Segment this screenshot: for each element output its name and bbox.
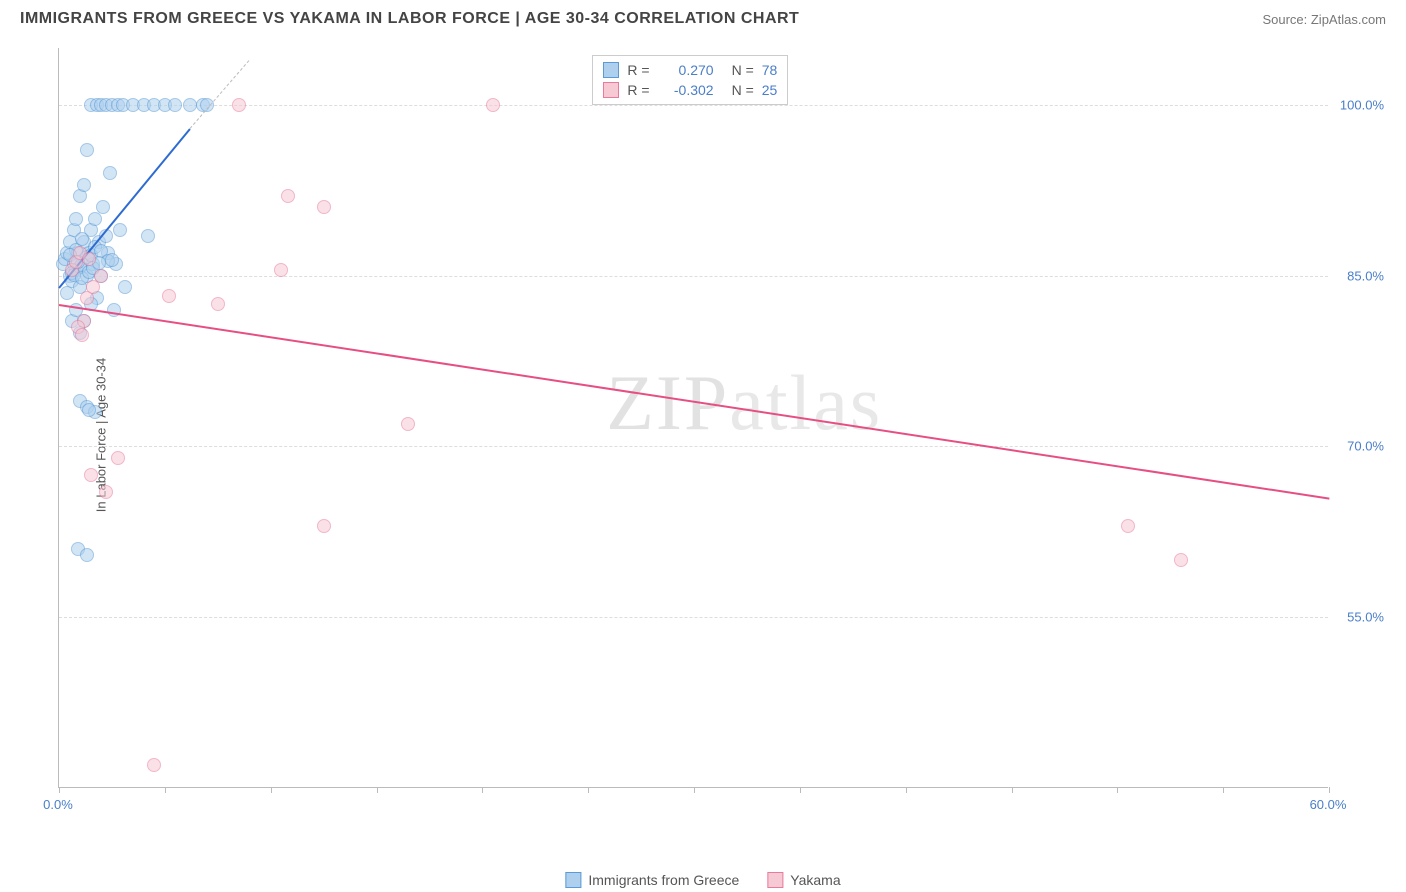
y-tick-label: 100.0% [1340,97,1384,112]
data-point [200,98,214,112]
data-point [75,232,89,246]
stat-n-value: 25 [762,82,778,98]
stats-legend: R = 0.270 N = 78 R = -0.302 N = 25 [592,55,788,105]
data-point [82,403,96,417]
bottom-legend: Immigrants from Greece Yakama [565,872,840,888]
data-point [141,229,155,243]
legend-swatch-icon [603,62,619,78]
data-point [99,485,113,499]
legend-item-greece: Immigrants from Greece [565,872,739,888]
data-point [80,548,94,562]
stats-legend-row: R = -0.302 N = 25 [603,80,777,100]
data-point [60,286,74,300]
x-tick [1117,787,1118,793]
y-tick-label: 85.0% [1347,268,1384,283]
stats-legend-row: R = 0.270 N = 78 [603,60,777,80]
data-point [274,263,288,277]
stat-r-value: -0.302 [658,82,714,98]
legend-label: Immigrants from Greece [588,872,739,888]
data-point [82,252,96,266]
data-point [75,328,89,342]
data-point [168,98,182,112]
x-tick [59,787,60,793]
trend-line [59,304,1329,500]
data-point [111,451,125,465]
data-point [96,200,110,214]
gridline [59,617,1328,618]
x-tick [1329,787,1330,793]
x-tick-label: 0.0% [43,797,73,812]
source-attribution: Source: ZipAtlas.com [1262,12,1386,27]
data-point [162,289,176,303]
stat-label: R = [627,82,649,98]
x-tick [271,787,272,793]
x-tick [906,787,907,793]
x-tick [800,787,801,793]
legend-item-yakama: Yakama [767,872,840,888]
data-point [105,253,119,267]
data-point [1121,519,1135,533]
data-point [118,280,132,294]
data-point [211,297,225,311]
chart-title: IMMIGRANTS FROM GREECE VS YAKAMA IN LABO… [20,10,799,28]
data-point [147,758,161,772]
x-tick [1223,787,1224,793]
data-point [232,98,246,112]
legend-label: Yakama [790,872,840,888]
x-tick [694,787,695,793]
stat-r-value: 0.270 [658,62,714,78]
watermark: ZIPatlas [606,358,882,448]
x-tick [588,787,589,793]
trend-line-extrapolation [190,60,250,129]
x-tick [1012,787,1013,793]
gridline [59,276,1328,277]
data-point [401,417,415,431]
stat-label: N = [732,82,754,98]
plot-area: ZIPatlas 55.0%70.0%85.0%100.0%R =0.270N … [58,48,1328,788]
data-point [80,143,94,157]
data-point [69,212,83,226]
y-tick-label: 70.0% [1347,439,1384,454]
data-point [113,223,127,237]
stat-label: R = [627,62,649,78]
legend-swatch-icon [767,872,783,888]
legend-swatch-icon [565,872,581,888]
x-tick-label: 60.0% [1310,797,1347,812]
data-point [486,98,500,112]
x-tick [377,787,378,793]
y-tick-label: 55.0% [1347,610,1384,625]
stat-label: N = [732,62,754,78]
legend-swatch-icon [603,82,619,98]
data-point [317,200,331,214]
x-tick [482,787,483,793]
data-point [1174,553,1188,567]
data-point [77,178,91,192]
data-point [317,519,331,533]
stat-n-value: 78 [762,62,778,78]
gridline [59,446,1328,447]
chart-container: In Labor Force | Age 30-34 ZIPatlas 55.0… [30,40,1386,830]
data-point [103,166,117,180]
data-point [281,189,295,203]
data-point [94,269,108,283]
data-point [84,468,98,482]
x-tick [165,787,166,793]
